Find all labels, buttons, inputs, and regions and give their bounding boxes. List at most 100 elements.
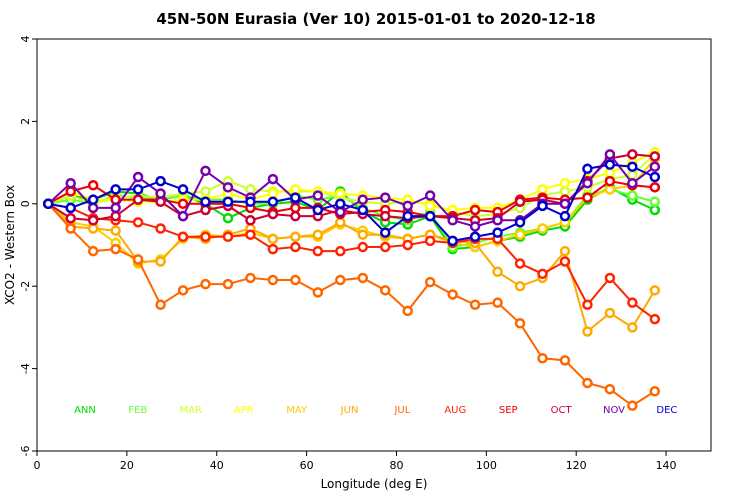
- series-jul: [42, 198, 661, 411]
- series-line: [47, 151, 656, 211]
- data-point: [290, 184, 301, 195]
- data-point: [559, 355, 571, 366]
- data-point: [267, 208, 279, 220]
- data-point: [312, 287, 324, 298]
- data-point: [200, 278, 211, 290]
- data-point: [492, 266, 503, 278]
- series-line: [47, 180, 655, 218]
- data-point: [402, 305, 413, 317]
- data-point: [177, 198, 189, 210]
- data-point: [649, 313, 661, 325]
- data-point: [267, 243, 279, 255]
- data-point: [222, 278, 234, 290]
- data-point: [177, 210, 189, 222]
- data-point: [222, 182, 234, 193]
- data-point: [177, 285, 189, 296]
- data-point: [200, 186, 211, 197]
- data-point: [604, 272, 616, 284]
- data-point: [469, 299, 481, 310]
- data-point: [312, 229, 324, 240]
- data-point: [267, 173, 279, 185]
- data-point: [537, 200, 548, 212]
- data-point: [65, 212, 76, 224]
- legend-label-jul: JUL: [393, 405, 410, 416]
- data-point: [582, 326, 593, 337]
- data-point: [290, 241, 301, 253]
- data-point: [155, 188, 166, 199]
- data-point: [582, 192, 593, 203]
- data-point: [290, 192, 301, 203]
- data-point: [649, 151, 661, 162]
- data-point: [627, 149, 638, 160]
- data-point: [469, 221, 481, 232]
- plot-frame: [36, 38, 712, 452]
- data-point: [604, 167, 616, 179]
- data-point: [222, 231, 234, 243]
- data-point: [402, 239, 413, 251]
- data-point: [604, 184, 616, 195]
- data-point: [424, 200, 436, 212]
- legend-label-feb: FEB: [128, 405, 147, 416]
- data-point: [514, 196, 526, 207]
- data-point: [177, 184, 189, 195]
- data-point: [469, 231, 481, 243]
- data-point: [132, 254, 144, 265]
- data-point: [514, 258, 526, 269]
- legend-label-may: MAY: [286, 405, 308, 416]
- data-point: [110, 243, 121, 255]
- x-axis-label: Longitude (deg E): [321, 477, 428, 491]
- series-line: [47, 153, 655, 222]
- chart-title: 45N-50N Eurasia (Ver 10) 2015-01-01 to 2…: [156, 10, 595, 28]
- legend-label-aug: AUG: [444, 405, 466, 416]
- data-point: [537, 353, 548, 364]
- legend-label-dec: DEC: [656, 405, 677, 416]
- data-point: [177, 231, 189, 243]
- data-point: [155, 299, 166, 310]
- legend-label-jun: JUN: [340, 405, 359, 416]
- data-point: [132, 217, 144, 228]
- data-point: [402, 210, 413, 222]
- data-point: [559, 186, 571, 197]
- data-point: [447, 215, 458, 226]
- data-point: [87, 223, 99, 234]
- legend-label-nov: NOV: [603, 405, 625, 416]
- legend: ANN FEB MAR APR MAY JUN JUL AUG SEP OCT NOV DEC: [74, 405, 677, 416]
- data-point: [335, 217, 346, 228]
- data-point: [132, 171, 144, 183]
- data-point: [267, 233, 279, 245]
- data-point: [514, 217, 526, 228]
- data-point: [110, 202, 121, 214]
- legend-label-apr: APR: [234, 405, 254, 416]
- y-tick-label: 0: [19, 200, 32, 207]
- data-point: [267, 274, 279, 286]
- data-point: [649, 196, 661, 207]
- data-point: [492, 215, 503, 226]
- data-point: [87, 245, 99, 257]
- data-point: [604, 383, 616, 395]
- x-tick-label: 80: [389, 459, 403, 472]
- data-point: [65, 223, 76, 234]
- data-point: [627, 322, 638, 333]
- data-point: [132, 184, 144, 195]
- data-point: [245, 272, 256, 284]
- data-point: [155, 223, 166, 234]
- data-point: [627, 161, 638, 172]
- data-point: [290, 210, 301, 222]
- data-point: [267, 188, 279, 199]
- data-point: [559, 210, 571, 222]
- data-point: [604, 159, 616, 170]
- data-point: [267, 196, 279, 207]
- data-point: [649, 171, 661, 183]
- data-point: [155, 196, 166, 207]
- data-point: [65, 186, 76, 197]
- series-dec: [42, 159, 661, 247]
- data-point: [559, 198, 571, 210]
- data-point: [559, 256, 571, 267]
- data-point: [65, 177, 76, 189]
- data-point: [447, 289, 458, 300]
- data-point: [155, 175, 166, 187]
- series-line: [47, 203, 656, 407]
- x-tick-label: 120: [566, 459, 587, 472]
- data-point: [200, 231, 211, 243]
- data-point: [200, 196, 211, 207]
